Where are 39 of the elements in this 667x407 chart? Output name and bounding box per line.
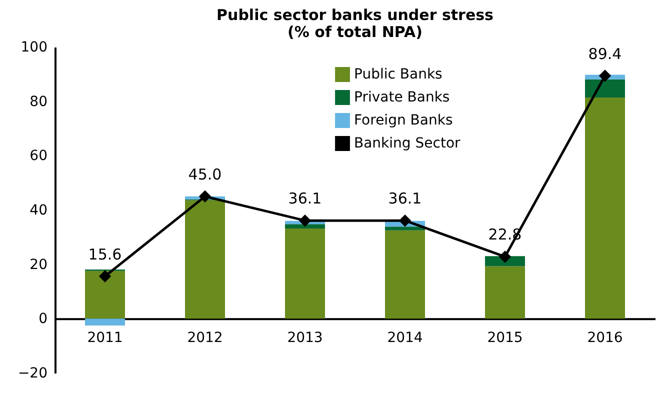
x-tick-label: 2015: [487, 330, 523, 346]
bar: [585, 79, 625, 98]
point: [98, 270, 112, 282]
x-tick-label: 2016: [587, 330, 623, 346]
legend-label: Private Banks: [354, 90, 450, 106]
legend-label: Public Banks: [354, 66, 442, 82]
point: [398, 214, 412, 227]
bar: [85, 318, 125, 326]
point: [598, 70, 612, 82]
y-tick-label: 100: [20, 40, 48, 56]
x-tick-label: 2013: [287, 330, 323, 346]
bar: [285, 224, 325, 228]
data-label: 36.1: [388, 190, 422, 208]
data-label: 36.1: [288, 190, 322, 208]
bar: [585, 98, 625, 319]
data-label: 89.4: [588, 44, 622, 63]
bar: [285, 228, 325, 319]
x-tick-label: 2014: [387, 330, 423, 346]
x-tick-label: 2012: [187, 330, 223, 346]
legend-label: Foreign Banks: [354, 112, 453, 128]
data-label: 15.6: [88, 245, 122, 264]
data-label: 45.0: [188, 165, 222, 184]
bar: [385, 230, 425, 319]
chart-title: Public sector banks under stress (% of total NPA): [216, 6, 494, 41]
y-tick-label: 20: [30, 256, 48, 273]
legend-label: Banking Sector: [354, 136, 461, 152]
bar: [485, 266, 525, 319]
y-tick-label: 60: [30, 148, 48, 164]
point: [198, 190, 212, 203]
x-tick-label: 2011: [87, 330, 123, 346]
y-tick-label: −20: [18, 366, 48, 382]
y-tick-label: 80: [30, 94, 48, 110]
point: [498, 250, 512, 263]
y-tick-label: 40: [30, 202, 48, 218]
point: [298, 214, 312, 227]
bar: [185, 200, 225, 319]
bar: [385, 226, 425, 230]
bar: [85, 270, 125, 319]
y-tick-label: 0: [38, 311, 48, 328]
